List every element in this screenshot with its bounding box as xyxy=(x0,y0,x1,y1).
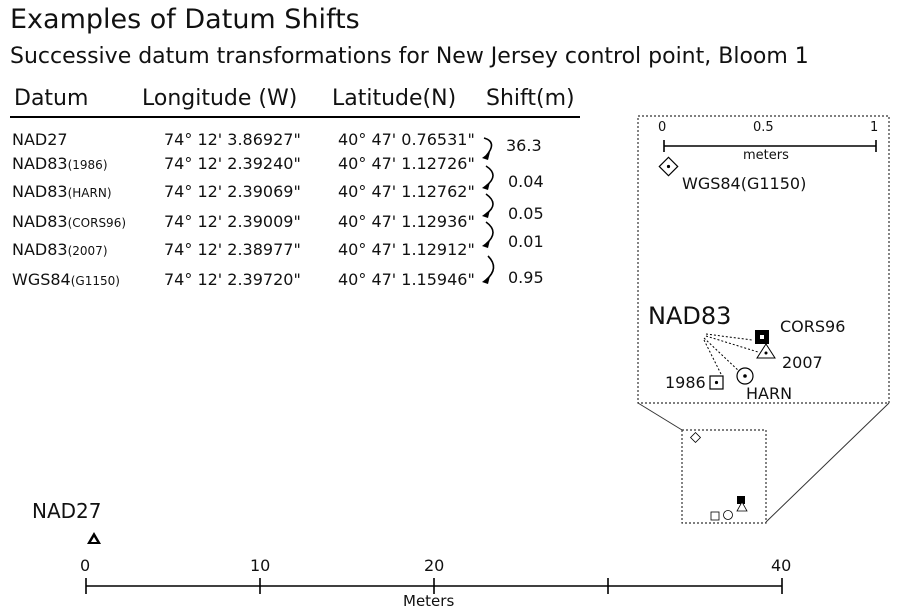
cors96-label: CORS96 xyxy=(780,317,846,336)
zoom-box xyxy=(681,429,767,524)
page-title: Examples of Datum Shifts xyxy=(10,4,360,35)
shift-arrow xyxy=(483,137,493,157)
shift-value: 36.3 xyxy=(506,136,542,155)
y1986-label: 1986 xyxy=(665,373,706,392)
header-rule xyxy=(10,116,580,118)
inset-tick-label: 1 xyxy=(870,120,879,135)
nad83-label: NAD83 xyxy=(648,302,732,330)
inset-tick-label: 0.5 xyxy=(753,120,774,135)
axis-tick-label: 40 xyxy=(771,556,792,575)
nad27-label: NAD27 xyxy=(32,499,102,523)
harn-marker xyxy=(736,367,754,385)
row-latitude: 40° 47' 1.12726" xyxy=(338,154,475,173)
wgs84-marker xyxy=(658,156,679,177)
row-datum: NAD83(1986) xyxy=(12,154,108,173)
zoom-connector xyxy=(765,402,890,523)
row-longitude: 74° 12' 3.86927" xyxy=(164,130,301,149)
row-datum: NAD83(HARN) xyxy=(12,182,112,201)
row-datum: NAD83(2007) xyxy=(12,240,108,259)
y2007-label: 2007 xyxy=(782,353,823,372)
shift-arrowheads xyxy=(482,152,490,284)
y1986-marker xyxy=(709,375,724,390)
header-shift: Shift(m) xyxy=(486,86,575,111)
axis-tick-label: 10 xyxy=(250,556,271,575)
y2007-marker xyxy=(756,343,776,359)
cors96-marker xyxy=(755,330,769,344)
row-datum: WGS84(G1150) xyxy=(12,270,120,289)
shift-value: 0.95 xyxy=(508,268,544,287)
shift-value: 0.05 xyxy=(508,204,544,223)
row-latitude: 40° 47' 1.15946" xyxy=(338,270,475,289)
header-latitude: Latitude(N) xyxy=(332,86,457,111)
row-latitude: 40° 47' 0.76531" xyxy=(338,130,475,149)
row-latitude: 40° 47' 1.12762" xyxy=(338,182,475,201)
nad83-pointers xyxy=(703,333,759,377)
axis-label: Meters xyxy=(403,592,455,610)
row-longitude: 74° 12' 2.38977" xyxy=(164,240,301,259)
shift-arrows xyxy=(483,137,495,281)
inset-box xyxy=(637,115,890,404)
row-latitude: 40° 47' 1.12912" xyxy=(338,240,475,259)
row-longitude: 74° 12' 2.39240" xyxy=(164,154,301,173)
shift-value: 0.01 xyxy=(508,232,544,251)
row-latitude: 40° 47' 1.12936" xyxy=(338,212,475,231)
mini-markers xyxy=(689,431,748,521)
row-longitude: 74° 12' 2.39720" xyxy=(164,270,301,289)
inset-scale-unit: meters xyxy=(743,148,789,163)
page-subtitle: Successive datum transformations for New… xyxy=(10,44,809,69)
wgs84-label: WGS84(G1150) xyxy=(682,174,807,193)
row-longitude: 74° 12' 2.39069" xyxy=(164,182,301,201)
header-datum: Datum xyxy=(14,86,89,111)
row-longitude: 74° 12' 2.39009" xyxy=(164,212,301,231)
axis-tick-label: 20 xyxy=(424,556,445,575)
header-longitude: Longitude (W) xyxy=(142,86,298,111)
nad27-marker xyxy=(87,532,101,544)
row-datum: NAD83(CORS96) xyxy=(12,212,127,231)
main-axis xyxy=(85,578,783,594)
harn-label: HARN xyxy=(746,384,793,403)
zoom-connector xyxy=(637,402,683,431)
axis-tick-label: 0 xyxy=(80,556,91,575)
row-datum: NAD27 xyxy=(12,130,68,149)
inset-tick-label: 0 xyxy=(658,120,667,135)
shift-value: 0.04 xyxy=(508,172,544,191)
